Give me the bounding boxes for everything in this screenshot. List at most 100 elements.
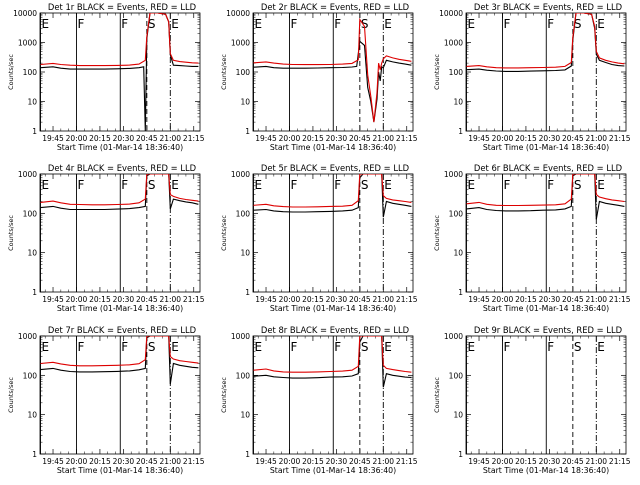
- x-tick-label: 20:45: [136, 295, 158, 304]
- x-tick-label: 20:30: [539, 134, 561, 143]
- event-marker-label: E: [42, 340, 50, 354]
- y-axis-label: Counts/sec: [433, 54, 441, 90]
- y-axis-label: Counts/sec: [220, 215, 228, 251]
- event-marker-label: S: [574, 17, 582, 31]
- event-marker-label: F: [290, 178, 297, 192]
- event-marker-label: S: [361, 340, 369, 354]
- x-tick-label: 20:45: [562, 457, 584, 466]
- y-axis-label: Counts/sec: [433, 215, 441, 251]
- event-marker-label: E: [171, 340, 179, 354]
- event-marker-label: F: [121, 17, 128, 31]
- x-tick-label: 20:30: [113, 295, 135, 304]
- event-marker-label: F: [121, 178, 128, 192]
- x-tick-label: 20:30: [539, 457, 561, 466]
- x-tick-label: 20:15: [302, 457, 324, 466]
- x-tick-label: 20:00: [492, 295, 514, 304]
- detector-panel: Det 2r BLACK = Events, RED = LLD 1 10 100 10…: [220, 2, 418, 152]
- x-tick-label: 20:15: [89, 457, 111, 466]
- x-tick-label: 20:45: [349, 457, 371, 466]
- events-series-line: [40, 13, 199, 131]
- panel-title: Det 6r BLACK = Events, RED = LLD: [474, 163, 622, 173]
- x-tick-label: 19:45: [42, 457, 64, 466]
- event-marker-label: F: [334, 17, 341, 31]
- x-tick-label: 21:00: [372, 457, 394, 466]
- panel-title: Det 9r BLACK = Events, RED = LLD: [474, 325, 622, 335]
- event-marker-label: E: [384, 17, 392, 31]
- panel-title: Det 2r BLACK = Events, RED = LLD: [261, 2, 409, 12]
- x-tick-label: 20:15: [515, 457, 537, 466]
- event-marker-label: F: [121, 340, 128, 354]
- y-tick-label: 10: [27, 98, 37, 107]
- y-tick-label: 1000: [231, 332, 250, 341]
- x-tick-label: 20:30: [326, 134, 348, 143]
- y-tick-label: 1: [245, 450, 250, 459]
- y-tick-label: 10: [240, 98, 250, 107]
- y-tick-label: 100: [449, 68, 464, 77]
- event-marker-label: F: [77, 17, 84, 31]
- y-tick-label: 10000: [439, 9, 463, 18]
- x-axis-label: Start Time (01-Mar-14 18:36:40): [57, 466, 183, 475]
- x-axis-label: Start Time (01-Mar-14 18:36:40): [483, 143, 609, 152]
- x-axis-label: Start Time (01-Mar-14 18:36:40): [57, 304, 183, 313]
- x-tick-label: 20:15: [515, 134, 537, 143]
- x-tick-label: 21:15: [609, 134, 631, 143]
- x-tick-label: 20:45: [349, 295, 371, 304]
- y-tick-label: 1: [458, 288, 463, 297]
- x-tick-label: 21:00: [372, 295, 394, 304]
- lld-series-line: [253, 336, 412, 373]
- x-tick-label: 20:45: [136, 457, 158, 466]
- y-tick-label: 100: [23, 371, 38, 380]
- event-marker-label: F: [334, 178, 341, 192]
- detector-panel: Det 4r BLACK = Events, RED = LLD 1 10 100 10…: [7, 163, 205, 313]
- panel-title: Det 3r BLACK = Events, RED = LLD: [474, 2, 622, 12]
- y-tick-label: 100: [449, 209, 464, 218]
- x-tick-label: 21:15: [396, 295, 418, 304]
- y-tick-label: 1: [32, 450, 37, 459]
- y-tick-label: 1000: [231, 39, 250, 48]
- detector-panel: Det 7r BLACK = Events, RED = LLD 1 10 100 10…: [7, 325, 205, 475]
- x-tick-label: 21:15: [609, 295, 631, 304]
- y-axis-label: Counts/sec: [7, 215, 15, 251]
- x-axis-label: Start Time (01-Mar-14 18:36:40): [270, 304, 396, 313]
- x-tick-label: 20:15: [302, 295, 324, 304]
- x-tick-label: 20:15: [515, 295, 537, 304]
- y-tick-label: 1: [32, 288, 37, 297]
- x-tick-label: 21:15: [396, 134, 418, 143]
- x-tick-label: 21:15: [183, 295, 205, 304]
- x-tick-label: 20:30: [326, 457, 348, 466]
- event-marker-label: E: [384, 178, 392, 192]
- y-tick-label: 10: [240, 411, 250, 420]
- y-tick-label: 10: [453, 249, 463, 258]
- y-tick-label: 10: [453, 98, 463, 107]
- x-tick-label: 19:45: [255, 295, 277, 304]
- y-axis-label: Counts/sec: [433, 377, 441, 413]
- x-tick-label: 21:15: [396, 457, 418, 466]
- event-marker-label: E: [171, 178, 179, 192]
- y-axis-label: Counts/sec: [7, 54, 15, 90]
- lld-series-line: [253, 174, 412, 208]
- y-axis-label: Counts/sec: [7, 377, 15, 413]
- x-tick-label: 20:15: [89, 295, 111, 304]
- panel-title: Det 1r BLACK = Events, RED = LLD: [48, 2, 196, 12]
- x-axis-label: Start Time (01-Mar-14 18:36:40): [270, 466, 396, 475]
- event-marker-label: S: [574, 178, 582, 192]
- event-marker-label: F: [503, 340, 510, 354]
- x-tick-label: 20:45: [562, 134, 584, 143]
- x-axis-label: Start Time (01-Mar-14 18:36:40): [270, 143, 396, 152]
- y-tick-label: 1: [32, 127, 37, 136]
- x-tick-label: 19:45: [42, 134, 64, 143]
- x-tick-label: 20:00: [66, 134, 88, 143]
- y-tick-label: 10: [453, 411, 463, 420]
- x-tick-label: 20:30: [539, 295, 561, 304]
- y-tick-label: 100: [236, 68, 251, 77]
- x-tick-label: 19:45: [468, 295, 490, 304]
- x-tick-label: 19:45: [468, 457, 490, 466]
- detector-panel: Det 3r BLACK = Events, RED = LLD 1 10 100 10…: [433, 2, 631, 152]
- detector-panel: Det 8r BLACK = Events, RED = LLD 1 10 100 10…: [220, 325, 418, 475]
- x-tick-label: 21:15: [183, 134, 205, 143]
- x-tick-label: 19:45: [42, 295, 64, 304]
- panel-title: Det 5r BLACK = Events, RED = LLD: [261, 163, 409, 173]
- y-axis-label: Counts/sec: [220, 377, 228, 413]
